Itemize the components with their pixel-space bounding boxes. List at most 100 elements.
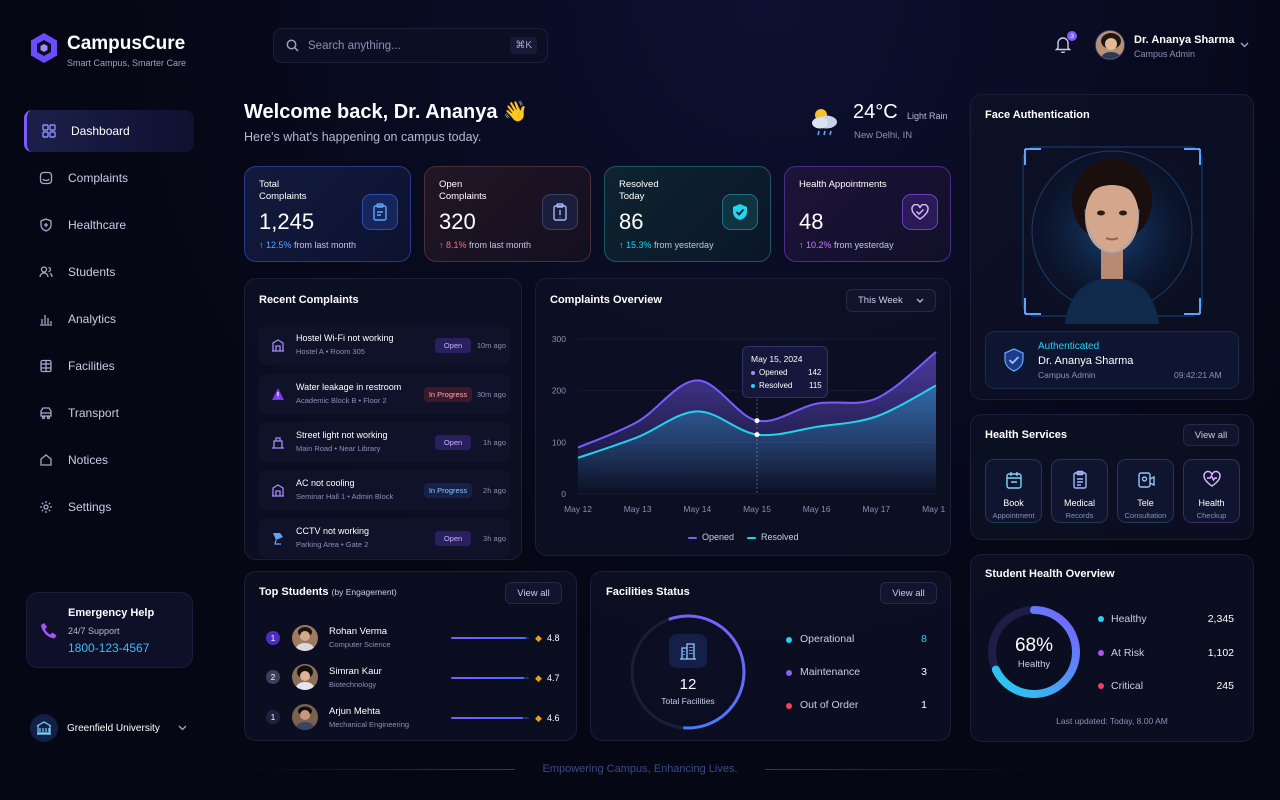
- engagement-bar: [451, 717, 529, 719]
- sidebar-item-healthcare[interactable]: Healthcare: [24, 204, 194, 246]
- building-icon: [266, 478, 290, 502]
- complaint-row[interactable]: AC not cooling Seminar Hall 1 • Admin Bl…: [258, 470, 510, 510]
- hover-point-resolved: [754, 432, 760, 438]
- service-sublabel: Appointment: [992, 511, 1035, 520]
- student-name: Arjun Mehta: [329, 706, 381, 717]
- sidebar-item-complaints[interactable]: Complaints: [24, 157, 194, 199]
- complaint-time: 1h ago: [483, 438, 506, 447]
- weather-location: New Delhi, IN: [854, 130, 913, 141]
- sidebar-item-facilities[interactable]: Facilities: [24, 345, 194, 387]
- auth-name: Dr. Ananya Sharma: [1038, 355, 1134, 367]
- complaint-row[interactable]: Hostel Wi-Fi not working Hostel A • Room…: [258, 325, 510, 365]
- range-select[interactable]: This Week: [846, 289, 936, 312]
- tooltip-resolved-value: 115: [809, 381, 822, 390]
- facility-value: 1: [921, 699, 927, 711]
- service-medical-records[interactable]: Medical Records: [1051, 459, 1108, 523]
- complaint-row[interactable]: CCTV not working Parking Area • Gate 2 O…: [258, 518, 510, 558]
- complaint-location: Main Road • Near Library: [296, 444, 381, 453]
- stat-card-health-appointments[interactable]: Health Appointments 48 ↑ 10.2% from yest…: [784, 166, 951, 262]
- service-book-appointment[interactable]: Book Appointment: [985, 459, 1042, 523]
- emergency-help-card[interactable]: Emergency Help 24/7 Support 1800-123-456…: [26, 592, 193, 668]
- footer-divider-right: [765, 769, 1030, 770]
- complaint-location: Seminar Hall 1 • Admin Block: [296, 492, 394, 501]
- footer-divider-left: [250, 769, 515, 770]
- health-last-updated: Last updated: Today, 8.00 AM: [1056, 716, 1168, 726]
- service-health-checkup[interactable]: Health Checkup: [1183, 459, 1240, 523]
- avatar: [1095, 30, 1125, 60]
- grid-icon: [27, 124, 71, 138]
- complaint-title: Street light not working: [296, 430, 388, 440]
- facility-label: Out of Order: [800, 699, 859, 711]
- stat-card-total-complaints[interactable]: Total Complaints 1,245 ↑ 12.5% from last…: [244, 166, 411, 262]
- sidebar-item-label: Analytics: [68, 312, 117, 326]
- tooltip-opened-value: 142: [808, 368, 822, 377]
- notifications-button[interactable]: 3: [1055, 31, 1077, 55]
- legend-label-opened: Opened: [702, 532, 735, 542]
- user-name: Dr. Ananya Sharma: [1134, 34, 1235, 46]
- status-dot: [786, 637, 792, 643]
- engagement-bar: [451, 677, 529, 679]
- auth-status: Authenticated: [1038, 341, 1100, 352]
- chart-legend: Opened Resolved: [688, 531, 828, 545]
- student-score: 4.8: [547, 633, 560, 643]
- building-icon: [24, 359, 68, 373]
- bar-chart-icon: [24, 312, 68, 326]
- view-all-services-button[interactable]: View all: [1183, 424, 1239, 446]
- status-badge: Open: [435, 435, 471, 450]
- stat-card-open-complaints[interactable]: Open Complaints 320 ↑ 8.1% from last mon…: [424, 166, 591, 262]
- facilities-total-label: Total Facilities: [661, 696, 715, 706]
- emergency-phone[interactable]: 1800-123-4567: [68, 641, 150, 655]
- status-dot: [1098, 683, 1104, 689]
- university-switcher[interactable]: Greenfield University: [30, 714, 195, 744]
- complaint-row[interactable]: Street light not working Main Road • Nea…: [258, 422, 510, 462]
- sidebar-item-transport[interactable]: Transport: [24, 392, 194, 434]
- university-icon: [30, 714, 58, 742]
- phone-icon: [39, 621, 59, 641]
- health-label: Critical: [1111, 680, 1144, 692]
- view-all-students-button[interactable]: View all: [505, 582, 562, 604]
- footer-tagline: Empowering Campus, Enhancing Lives.: [542, 763, 738, 775]
- face-auth-title: Face Authentication: [985, 109, 1090, 121]
- facility-label: Operational: [800, 633, 855, 645]
- complaints-area-chart: 0 100 200 300 May 12 May 13 May 14 May 15 May 16…: [552, 334, 945, 514]
- top-students-title: Top Students (by Engagement): [259, 586, 397, 598]
- brand-name: CampusCure: [67, 33, 186, 54]
- clipboard-icon: [1070, 470, 1090, 490]
- health-value: 1,102: [1207, 647, 1234, 659]
- stat-value: 48: [799, 209, 824, 234]
- sidebar-item-settings[interactable]: Settings: [24, 486, 194, 528]
- user-menu[interactable]: Dr. Ananya Sharma Campus Admin: [1095, 30, 1255, 62]
- complaint-title: CCTV not working: [296, 526, 370, 536]
- status-badge: In Progress: [424, 387, 472, 402]
- service-sublabel: Consultation: [1124, 511, 1167, 520]
- stat-card-resolved-today[interactable]: Resolved Today 86 ↑ 15.3% from yesterday: [604, 166, 771, 262]
- health-value: 2,345: [1207, 613, 1234, 625]
- series-area-resolved: [578, 385, 936, 494]
- sidebar-item-notices[interactable]: Notices: [24, 439, 194, 481]
- legend-swatch-opened: [688, 537, 697, 539]
- sidebar-item-students[interactable]: Students: [24, 251, 194, 293]
- x-tick-label: May 12: [564, 504, 592, 514]
- range-select-value: This Week: [858, 295, 903, 306]
- shield-check-icon: [1003, 348, 1025, 372]
- sidebar-item-analytics[interactable]: Analytics: [24, 298, 194, 340]
- complaint-time: 3h ago: [483, 534, 506, 543]
- complaint-row[interactable]: Water leakage in restroom Academic Block…: [258, 374, 510, 414]
- engagement-bar-fill: [451, 637, 526, 639]
- rain-cloud-icon: [808, 104, 842, 138]
- search-input[interactable]: [308, 39, 498, 52]
- status-dot: [786, 703, 792, 709]
- sidebar-item-label: Complaints: [68, 171, 129, 185]
- service-tele-consultation[interactable]: Tele Consultation: [1117, 459, 1174, 523]
- heart-check-icon: [902, 194, 938, 230]
- search-bar[interactable]: ⌘K: [273, 28, 548, 63]
- complaint-time: 30m ago: [476, 390, 506, 399]
- engagement-bar-fill: [451, 717, 523, 719]
- chevron-down-icon: [916, 298, 924, 303]
- sidebar-item-dashboard[interactable]: Dashboard: [24, 110, 194, 152]
- sidebar-item-label: Transport: [68, 406, 119, 420]
- complaint-time: 10m ago: [476, 341, 506, 350]
- sidebar-item-label: Healthcare: [68, 218, 127, 232]
- student-score: 4.6: [547, 713, 560, 723]
- view-all-facilities-button[interactable]: View all: [880, 582, 937, 604]
